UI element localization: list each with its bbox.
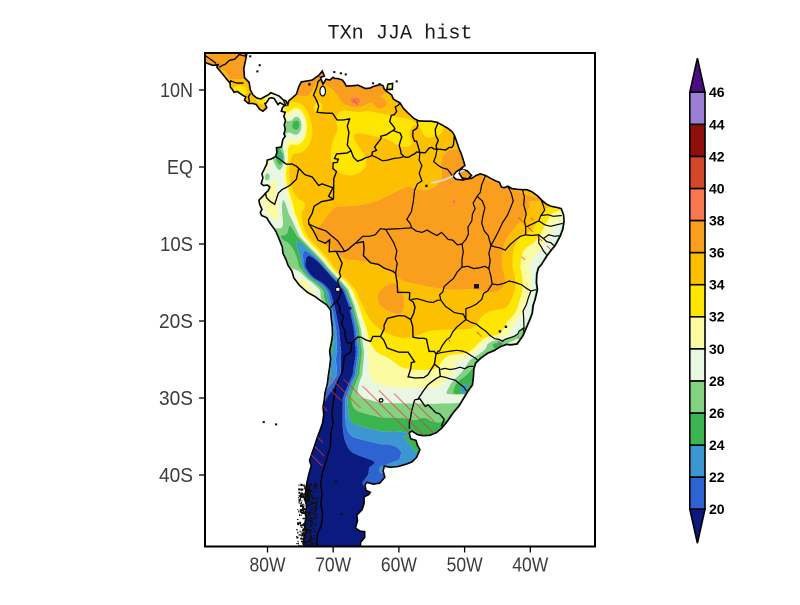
svg-text:26: 26 xyxy=(709,405,725,421)
svg-text:22: 22 xyxy=(709,469,725,485)
svg-text:42: 42 xyxy=(709,148,725,164)
svg-text:80W: 80W xyxy=(250,555,286,577)
svg-text:46: 46 xyxy=(709,84,725,100)
svg-text:30S: 30S xyxy=(159,388,193,410)
svg-text:60W: 60W xyxy=(381,555,417,577)
svg-text:30: 30 xyxy=(709,341,725,357)
svg-text:70W: 70W xyxy=(315,555,351,577)
svg-text:TXn JJA hist: TXn JJA hist xyxy=(328,23,473,46)
svg-text:10N: 10N xyxy=(160,80,193,102)
svg-text:36: 36 xyxy=(709,245,725,261)
svg-text:38: 38 xyxy=(709,213,725,229)
svg-text:40S: 40S xyxy=(159,465,193,487)
svg-text:32: 32 xyxy=(709,309,725,325)
svg-text:10S: 10S xyxy=(160,234,193,256)
svg-text:20: 20 xyxy=(709,501,725,517)
svg-text:EQ: EQ xyxy=(167,157,193,179)
svg-text:40W: 40W xyxy=(512,555,548,577)
svg-text:44: 44 xyxy=(709,116,725,132)
svg-text:40: 40 xyxy=(709,180,725,196)
svg-text:28: 28 xyxy=(709,373,725,389)
svg-text:34: 34 xyxy=(709,277,725,293)
svg-text:24: 24 xyxy=(709,437,725,453)
svg-text:20S: 20S xyxy=(159,311,193,333)
svg-text:50W: 50W xyxy=(447,555,483,577)
